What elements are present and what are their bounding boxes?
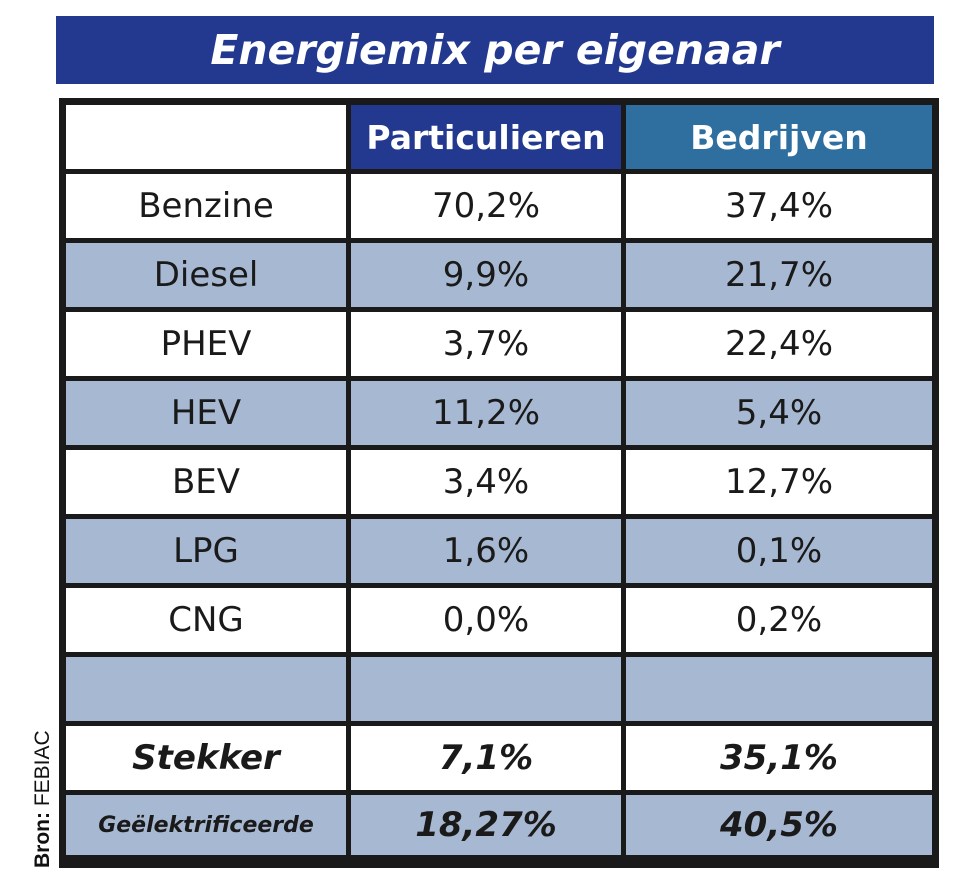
row-particulieren-value: 7,1% <box>351 726 621 790</box>
row-label: LPG <box>66 519 346 583</box>
row-bedrijven-value: 40,5% <box>626 795 932 855</box>
row-bedrijven-value: 5,4% <box>626 381 932 445</box>
source-note: Bron: FEBIAC <box>0 0 54 888</box>
source-label: Bron: <box>31 812 54 868</box>
row-label: HEV <box>66 381 346 445</box>
table-grid: Particulieren Bedrijven Benzine 70,2% 37… <box>66 105 932 861</box>
row-bedrijven-value: 22,4% <box>626 312 932 376</box>
row-bedrijven-value: 0,2% <box>626 588 932 652</box>
source-value: FEBIAC <box>31 730 54 807</box>
row-particulieren-value: 9,9% <box>351 243 621 307</box>
row-bedrijven-value: 21,7% <box>626 243 932 307</box>
row-bedrijven-value <box>626 657 932 721</box>
header-bedrijven: Bedrijven <box>626 105 932 169</box>
row-particulieren-value <box>351 657 621 721</box>
header-empty-cell <box>66 105 346 169</box>
row-bedrijven-value: 35,1% <box>626 726 932 790</box>
row-label <box>66 657 346 721</box>
energy-mix-table: Particulieren Bedrijven Benzine 70,2% 37… <box>59 98 939 868</box>
row-particulieren-value: 70,2% <box>351 174 621 238</box>
row-label: Diesel <box>66 243 346 307</box>
header-particulieren: Particulieren <box>351 105 621 169</box>
row-label: BEV <box>66 450 346 514</box>
row-particulieren-value: 3,4% <box>351 450 621 514</box>
row-particulieren-value: 1,6% <box>351 519 621 583</box>
row-particulieren-value: 11,2% <box>351 381 621 445</box>
page-title: Energiemix per eigenaar <box>56 16 934 84</box>
row-bedrijven-value: 37,4% <box>626 174 932 238</box>
row-label: Stekker <box>66 726 346 790</box>
row-label: CNG <box>66 588 346 652</box>
row-particulieren-value: 3,7% <box>351 312 621 376</box>
row-bedrijven-value: 0,1% <box>626 519 932 583</box>
row-label: Geëlektrificeerde <box>66 795 346 855</box>
row-particulieren-value: 18,27% <box>351 795 621 855</box>
row-particulieren-value: 0,0% <box>351 588 621 652</box>
row-label: Benzine <box>66 174 346 238</box>
row-label: PHEV <box>66 312 346 376</box>
row-bedrijven-value: 12,7% <box>626 450 932 514</box>
